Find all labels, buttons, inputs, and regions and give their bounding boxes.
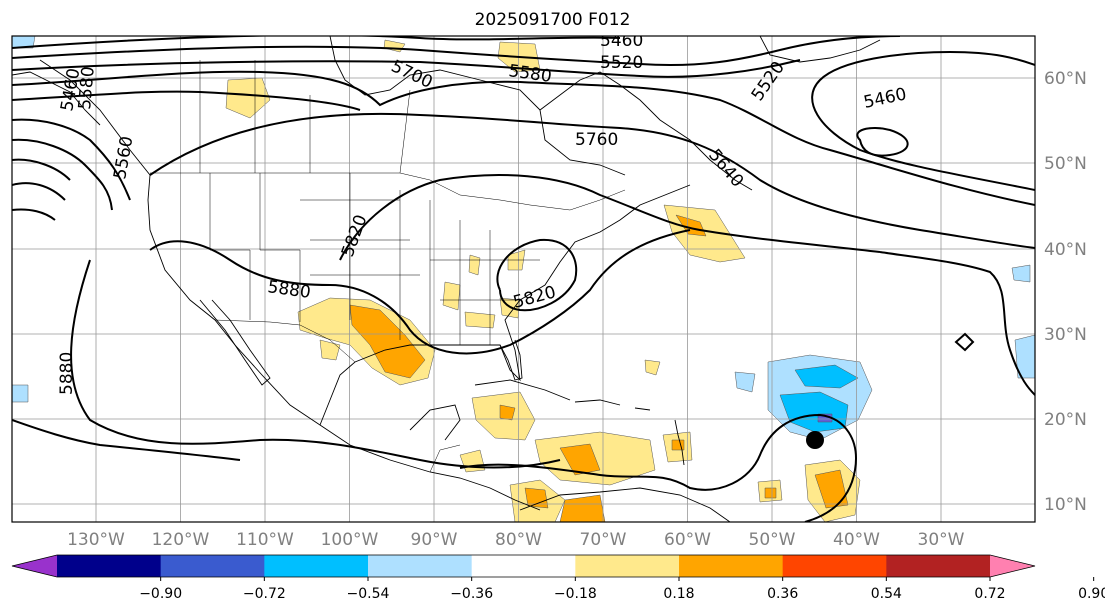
colorbar-tick-label: −0.36: [450, 586, 493, 602]
colorbar-tick-label: 0.72: [974, 586, 1005, 602]
colorbar-tick-label: −0.72: [243, 586, 286, 602]
longitude-labels: 130°W 120°W 110°W 100°W 90°W 80°W 70°W 6…: [67, 530, 965, 550]
colorbar-outline: [11, 554, 1036, 578]
lon-label: 130°W: [67, 530, 125, 550]
colorbar: −0.90 −0.72 −0.54 −0.36 −0.18 0.18 0.36 0.54 0.7…: [11, 554, 1105, 602]
contour-label: 5580: [75, 66, 99, 111]
lon-label: 110°W: [236, 530, 294, 550]
lon-label: 40°W: [833, 530, 880, 550]
colorbar-segment: [57, 555, 162, 577]
colorbar-segment: [782, 555, 887, 577]
colorbar-segment: [368, 555, 473, 577]
lon-label: 90°W: [411, 530, 458, 550]
contour-label: 5460: [600, 31, 643, 51]
map-frame: [11, 35, 1036, 523]
lat-label: 50°N: [1044, 154, 1087, 174]
lat-label: 10°N: [1044, 495, 1087, 515]
colorbar-segment: [886, 555, 991, 577]
colorbar-segment: [160, 555, 265, 577]
lon-label: 120°W: [152, 530, 210, 550]
contour-label: 5760: [575, 130, 618, 150]
lon-label: 60°W: [664, 530, 711, 550]
colorbar-segment: [679, 555, 784, 577]
contour-label: 5880: [57, 352, 77, 395]
lat-label: 20°N: [1044, 410, 1087, 430]
lat-label: 40°N: [1044, 240, 1087, 260]
colorbar-tick-label: 0.36: [767, 586, 798, 602]
lon-label: 70°W: [580, 530, 627, 550]
colorbar-tick-label: 0.18: [663, 586, 694, 602]
colorbar-segment: [471, 555, 576, 577]
lat-label: 30°N: [1044, 325, 1087, 345]
storm-center-marker: [806, 431, 824, 449]
colorbar-tick-label: −0.18: [554, 586, 597, 602]
lon-label: 100°W: [321, 530, 379, 550]
graticule: [12, 36, 1035, 522]
colorbar-tick-label: −0.90: [139, 586, 182, 602]
lon-label: 80°W: [495, 530, 542, 550]
colorbar-tick-label: 0.90: [1078, 586, 1105, 602]
lon-label: 50°W: [749, 530, 796, 550]
latitude-labels: 60°N 50°N 40°N 30°N 20°N 10°N: [1044, 69, 1087, 515]
colorbar-extend-low: [12, 555, 57, 577]
colorbar-tick-label: 0.54: [871, 586, 902, 602]
colorbar-tick-label: −0.54: [347, 586, 390, 602]
political-borders: [150, 60, 626, 473]
map-background: [12, 36, 1035, 522]
colorbar-extend-high: [990, 555, 1035, 577]
coastlines: [12, 36, 881, 522]
lon-label: 30°W: [918, 530, 965, 550]
colorbar-segment: [575, 555, 680, 577]
contour-label: 5520: [600, 53, 643, 73]
map-title: 2025091700 F012: [474, 10, 631, 30]
colorbar-segment: [264, 555, 369, 577]
lat-label: 60°N: [1044, 69, 1087, 89]
